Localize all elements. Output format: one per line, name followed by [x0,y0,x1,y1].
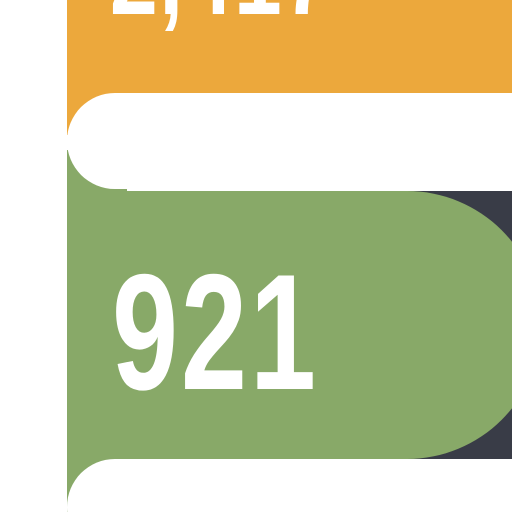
white-separator-bottom [67,459,512,512]
top-stat-value: 2,417 [110,0,333,32]
main-stat-value: 921 [112,240,319,424]
white-separator-top [67,93,512,189]
green-stat-band [67,191,512,459]
